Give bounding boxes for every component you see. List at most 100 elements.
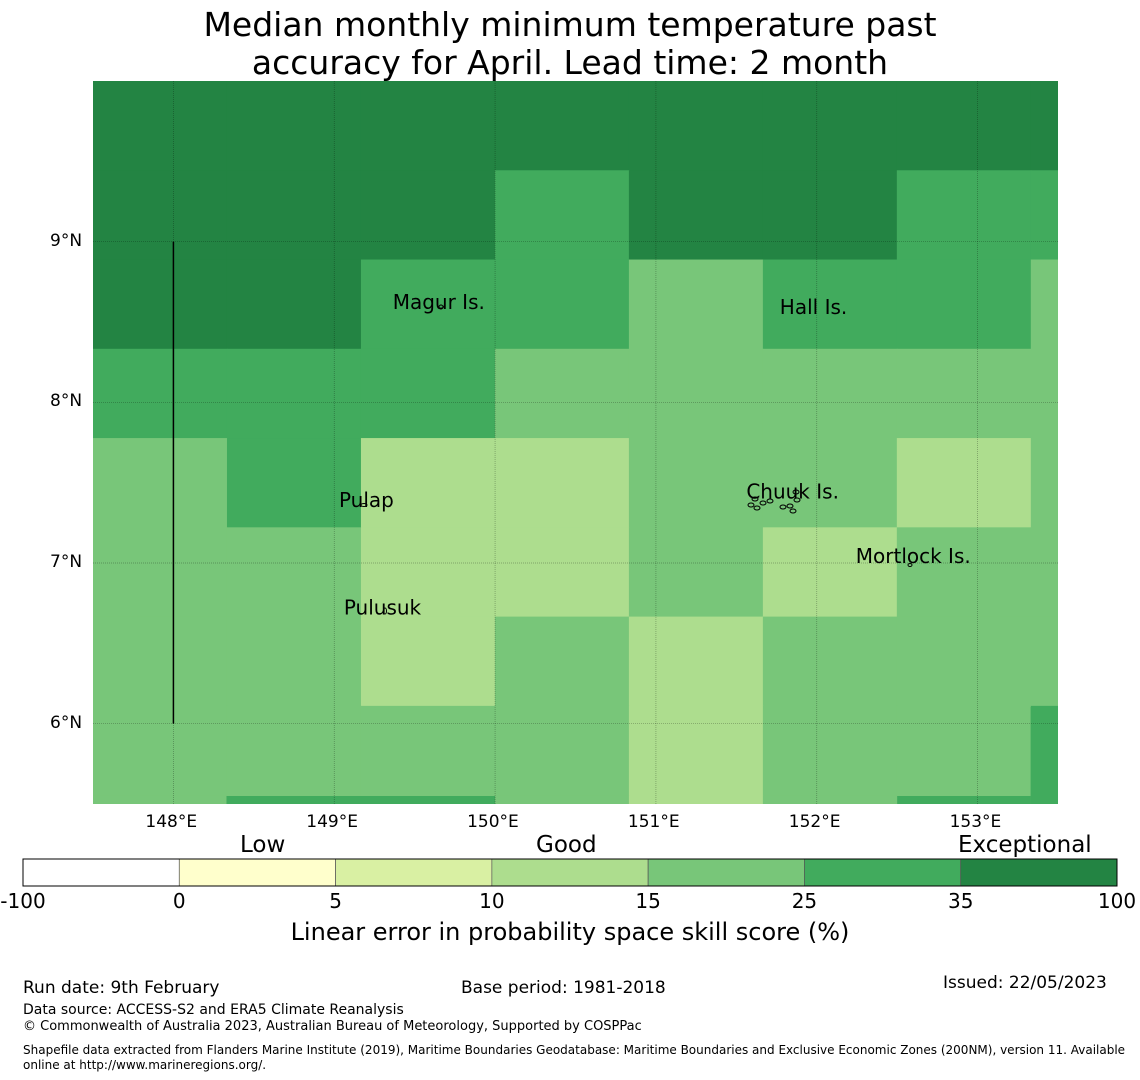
colorbar-bin — [647, 858, 805, 887]
grid-cell — [494, 705, 630, 796]
island-shape — [786, 503, 794, 509]
title-line-1: Median monthly minimum temperature past — [203, 5, 937, 44]
island-shape — [907, 563, 913, 567]
grid-cell — [494, 348, 630, 439]
y-tick-label: 9°N — [50, 230, 83, 251]
y-tick-label: 8°N — [50, 391, 83, 412]
colorbar-bin — [804, 858, 962, 887]
grid-cell — [360, 527, 496, 618]
x-tick-label: 151°E — [627, 812, 680, 832]
grid-cell — [762, 795, 898, 804]
place-label: Magur Is. — [393, 290, 485, 314]
run-date: Run date: 9th February — [23, 978, 220, 998]
place-label: Pulusuk — [344, 595, 422, 619]
grid-cell — [494, 795, 630, 804]
grid-cell — [226, 527, 362, 618]
grid-cell — [360, 81, 496, 171]
grid-cell — [360, 259, 496, 350]
colorbar-tick-label: 25 — [791, 889, 818, 913]
grid-cell — [762, 259, 898, 350]
grid-cell — [628, 705, 764, 796]
colorbar-bin — [335, 858, 493, 887]
island-shape — [766, 498, 774, 504]
colorbar-frame — [22, 858, 1118, 887]
issued-date: Issued: 22/05/2023 — [943, 973, 1107, 993]
grid-cell — [494, 170, 630, 261]
grid-cell — [93, 170, 228, 261]
x-tick-label: 153°E — [949, 812, 1002, 832]
grid-cell — [896, 616, 1032, 707]
grid-cell — [226, 438, 362, 528]
colorbar-tick-label: 100 — [1097, 889, 1137, 913]
colorbar-tick-label: 15 — [635, 889, 661, 913]
grid-cell — [494, 81, 630, 171]
place-label: Pulap — [339, 488, 394, 512]
grid-cell — [93, 259, 228, 350]
grid-cell — [762, 705, 898, 796]
colorbar-bin — [491, 858, 649, 887]
colorbar-bin — [22, 858, 180, 887]
grid-cell — [1030, 527, 1058, 618]
island-shape — [747, 502, 755, 508]
grid-cell — [1030, 170, 1058, 261]
place-label: Hall Is. — [780, 295, 847, 319]
grid-cell — [494, 438, 630, 528]
island-shape — [383, 607, 387, 615]
grid-cell — [762, 81, 898, 171]
grid-cell — [1030, 438, 1058, 528]
grid-cell — [360, 170, 496, 261]
colorbar-category-low: Low — [240, 832, 286, 858]
grid-cell — [1030, 81, 1058, 171]
grid-cell — [93, 527, 228, 618]
shapefile-credit: Shapefile data extracted from Flanders M… — [23, 1043, 1126, 1072]
grid-cell — [628, 81, 764, 171]
map-title: Median monthly minimum temperature past … — [0, 6, 1140, 82]
grid-cell — [360, 616, 496, 707]
island-shape — [793, 497, 801, 503]
place-label: Chuuk Is. — [746, 480, 839, 504]
island-shape — [789, 508, 797, 514]
y-tick-label: 7°N — [50, 552, 83, 572]
grid-cell — [896, 259, 1032, 350]
grid-cell — [494, 616, 630, 707]
skill-grid — [93, 81, 1058, 804]
colorbar-tick-label: -100 — [0, 889, 46, 913]
grid-cell — [494, 259, 630, 350]
copyright-notice: © Commonwealth of Australia 2023, Austra… — [23, 1019, 642, 1034]
grid-cell — [93, 348, 228, 439]
grid-cell — [896, 81, 1032, 171]
island-shape — [779, 504, 787, 510]
grid-cell — [762, 348, 898, 439]
y-tick-label: 6°N — [50, 712, 83, 733]
island-shape — [360, 503, 368, 507]
grid-cell — [93, 81, 228, 171]
grid-cell — [226, 170, 362, 261]
island-shape — [792, 489, 800, 495]
grid-cell — [226, 616, 362, 707]
grid-cell-edge — [226, 796, 496, 804]
island-shape — [438, 304, 444, 310]
colorbar-bin — [960, 858, 1118, 887]
x-tick-label: 150°E — [467, 812, 519, 832]
grid-cell — [762, 170, 898, 261]
place-label: Mortlock Is. — [856, 544, 971, 568]
title-line-2: accuracy for April. Lead time: 2 month — [251, 43, 889, 82]
grid-cell — [628, 348, 764, 439]
grid-cell — [93, 705, 228, 796]
colorbar-tick-label: 10 — [479, 889, 505, 913]
grid-cell — [360, 705, 496, 796]
island-shape — [759, 500, 767, 506]
colorbar-tick-label: 35 — [947, 889, 974, 913]
x-tick-label: 148°E — [145, 812, 198, 832]
island-shape — [753, 505, 761, 511]
grid-cell — [628, 527, 764, 618]
colorbar-category-exceptional: Exceptional — [958, 832, 1092, 858]
grid-cell — [360, 348, 496, 439]
grid-cell — [1030, 616, 1058, 707]
grid-cell — [762, 616, 898, 707]
island-shape — [751, 496, 759, 502]
grid-cell-edge — [1030, 707, 1058, 804]
colorbar-category-good: Good — [536, 832, 597, 858]
grid-cell — [896, 438, 1032, 528]
map-figure: Magur Is. Hall Is. Pulap Chuuk Is. Mortlock … — [93, 81, 1058, 804]
